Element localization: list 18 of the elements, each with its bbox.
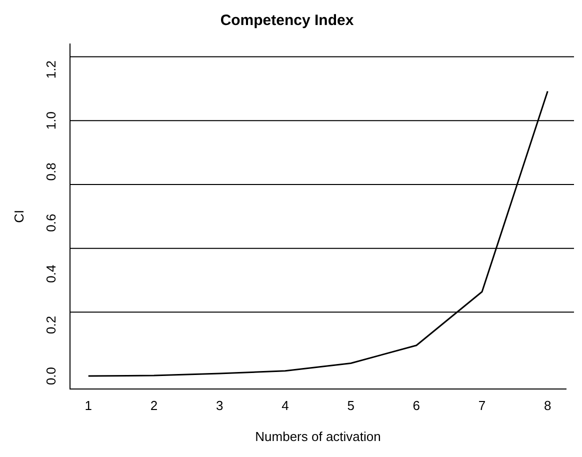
x-tick-label: 6	[412, 398, 420, 414]
x-tick-label: 8	[544, 398, 552, 414]
x-tick-label: 5	[347, 398, 354, 414]
x-axis-title: Numbers of activation	[255, 428, 381, 444]
y-tick-label: 1.2	[44, 60, 59, 79]
x-tick-label: 4	[282, 398, 289, 414]
x-tick-label: 3	[216, 398, 224, 414]
y-axis-title: CI	[11, 210, 26, 223]
chart-title: Competency Index	[220, 12, 354, 30]
y-tick-label: 0.2	[44, 316, 59, 334]
y-tick-label: 0.4	[44, 264, 59, 283]
y-tick-label: 0.8	[44, 162, 59, 181]
x-tick-label: 1	[84, 398, 92, 414]
y-tick-label: 1.0	[44, 112, 59, 130]
x-tick-label: 2	[150, 398, 158, 414]
y-tick-label: 0.0	[44, 366, 59, 386]
y-tick-label: 0.6	[44, 214, 59, 232]
x-tick-label: 7	[478, 398, 486, 414]
